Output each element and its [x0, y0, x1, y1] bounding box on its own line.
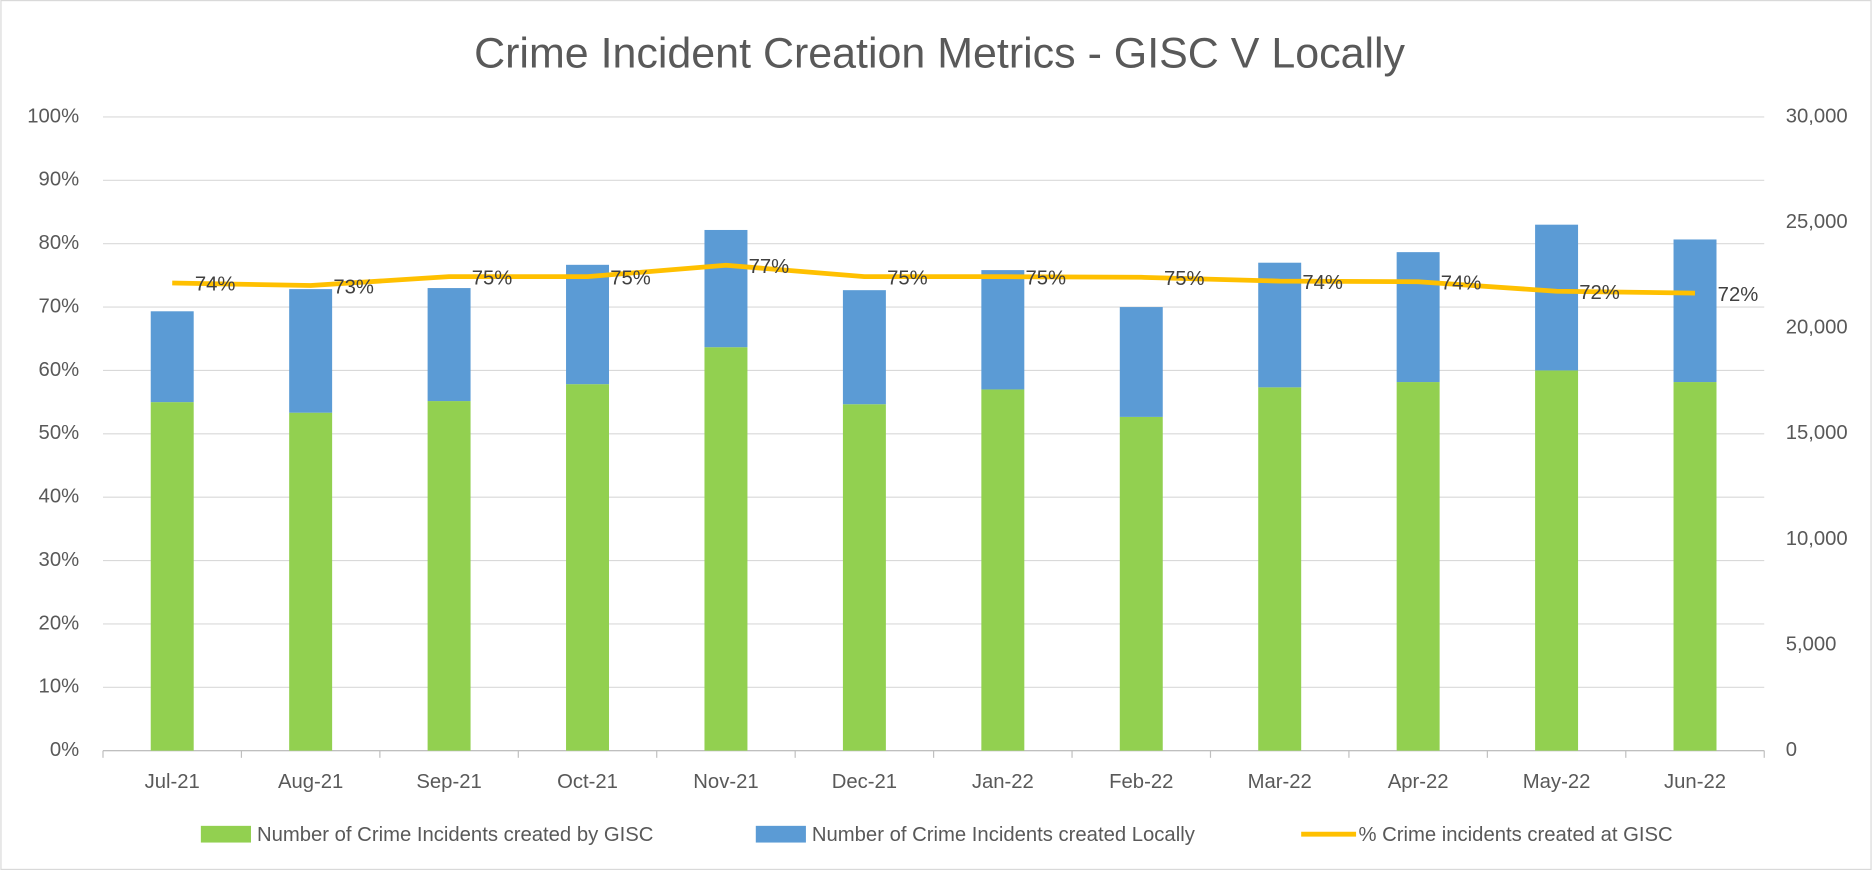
y2-tick-label: 30,000 [1786, 105, 1848, 127]
x-tick-label: Mar-22 [1248, 771, 1312, 793]
x-tick-label: May-22 [1523, 771, 1591, 793]
bar [981, 270, 1025, 390]
y-tick-label: 60% [39, 359, 80, 381]
data-label: 75% [1026, 267, 1067, 289]
data-label: 74% [1302, 272, 1343, 294]
bar [150, 402, 194, 751]
bar [566, 384, 610, 751]
x-tick-label: Sep-21 [416, 771, 481, 793]
bar [289, 412, 333, 751]
bar [704, 229, 748, 348]
legend-swatch [755, 825, 806, 843]
bar [842, 290, 886, 405]
legend-label: Number of Crime Incidents created by GIS… [257, 824, 653, 846]
x-tick-label: Aug-21 [278, 771, 343, 793]
x-tick-label: Nov-21 [693, 771, 758, 793]
y2-tick-label: 15,000 [1786, 422, 1848, 444]
bar [289, 289, 333, 413]
data-label: 75% [610, 267, 651, 289]
bar [1396, 382, 1440, 751]
bar [1673, 382, 1717, 751]
line [172, 262, 1696, 296]
data-label: 75% [472, 267, 513, 289]
bar [704, 347, 748, 751]
data-label: 74% [1441, 272, 1482, 294]
data-label: 73% [333, 276, 374, 298]
bar [427, 288, 471, 402]
y2-tick-label: 5,000 [1786, 633, 1837, 655]
y2-tick-label: 0 [1786, 739, 1797, 761]
bar [981, 389, 1025, 751]
y-tick-label: 80% [39, 232, 80, 254]
data-label: 75% [1164, 268, 1205, 290]
y2-tick-label: 10,000 [1786, 528, 1848, 550]
y2-tick-label: 25,000 [1786, 211, 1848, 233]
bar [566, 264, 610, 385]
x-tick-label: Jul-21 [145, 771, 200, 793]
x-tick-label: Jun-22 [1664, 771, 1726, 793]
x-tick-label: Apr-22 [1388, 771, 1449, 793]
bar [1258, 387, 1302, 751]
x-tick-label: Dec-21 [832, 771, 897, 793]
y-tick-label: 70% [39, 295, 80, 317]
y-tick-label: 30% [39, 549, 80, 571]
x-tick-label: Feb-22 [1109, 771, 1173, 793]
legend-label: Number of Crime Incidents created Locall… [812, 824, 1196, 846]
bar [1673, 239, 1717, 383]
bar [1396, 252, 1440, 383]
bar [150, 311, 194, 403]
bar [1119, 307, 1163, 417]
data-label: 72% [1718, 284, 1759, 306]
x-tick-label: Jan-22 [972, 771, 1034, 793]
y-tick-label: 40% [39, 486, 80, 508]
chart-title: Crime Incident Creation Metrics - GISC V… [474, 29, 1405, 77]
bar [842, 404, 886, 751]
y-tick-label: 0% [50, 739, 79, 761]
bar [427, 401, 471, 751]
y-tick-label: 50% [39, 422, 80, 444]
y-tick-label: 100% [27, 105, 79, 127]
bar [1535, 224, 1579, 371]
y2-tick-label: 20,000 [1786, 317, 1848, 339]
y-tick-label: 90% [39, 169, 80, 191]
y-tick-label: 10% [39, 676, 80, 698]
data-label: 77% [749, 256, 790, 278]
data-label: 75% [887, 267, 928, 289]
x-tick-label: Oct-21 [557, 771, 618, 793]
y-tick-label: 20% [39, 612, 80, 634]
bar [1535, 370, 1579, 751]
data-label: 74% [195, 274, 236, 296]
legend-swatch [200, 825, 251, 843]
data-label: 72% [1579, 282, 1620, 304]
bar [1119, 416, 1163, 751]
legend-label: % Crime incidents created at GISC [1358, 824, 1672, 846]
